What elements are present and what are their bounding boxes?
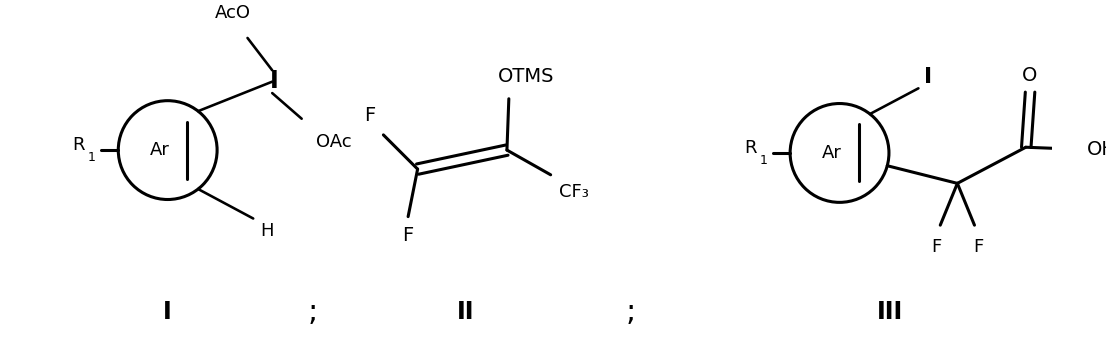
Text: F: F xyxy=(365,106,376,125)
Text: ;: ; xyxy=(625,297,636,326)
Text: R: R xyxy=(72,136,85,154)
Text: F: F xyxy=(973,238,983,256)
Text: R: R xyxy=(744,139,757,157)
Text: AcO: AcO xyxy=(216,4,251,22)
Text: Ar: Ar xyxy=(150,141,170,159)
Text: O: O xyxy=(1022,65,1037,84)
Text: OAc: OAc xyxy=(316,133,352,151)
Text: III: III xyxy=(877,300,902,323)
Text: 1: 1 xyxy=(87,151,95,164)
Text: Ar: Ar xyxy=(822,144,842,162)
Text: OTMS: OTMS xyxy=(498,68,554,87)
Text: H: H xyxy=(260,222,273,240)
Text: CF₃: CF₃ xyxy=(559,183,588,201)
Text: ;: ; xyxy=(307,297,319,326)
Text: F: F xyxy=(403,226,414,245)
Text: F: F xyxy=(931,238,941,256)
Text: OH: OH xyxy=(1087,140,1106,159)
Text: II: II xyxy=(457,300,473,323)
Text: I: I xyxy=(924,67,932,87)
Text: I: I xyxy=(270,69,279,93)
Text: I: I xyxy=(164,300,173,323)
Text: 1: 1 xyxy=(760,154,768,167)
